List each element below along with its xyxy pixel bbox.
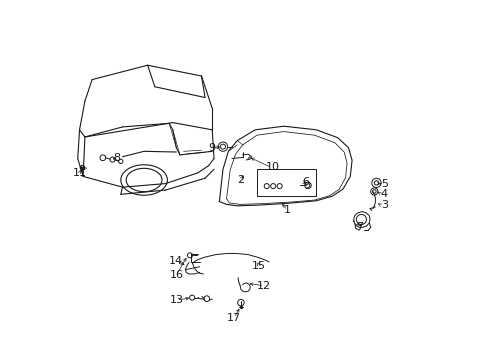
Text: 10: 10 <box>265 162 280 172</box>
Text: 11: 11 <box>72 168 86 178</box>
Text: 4: 4 <box>380 189 387 199</box>
Text: 17: 17 <box>226 313 240 323</box>
Text: 12: 12 <box>257 281 271 291</box>
Bar <box>257 169 316 196</box>
Text: 1: 1 <box>284 206 290 216</box>
Text: 9: 9 <box>208 143 215 153</box>
Text: 7: 7 <box>355 222 362 231</box>
Text: 8: 8 <box>113 153 121 163</box>
Text: 2: 2 <box>237 175 244 185</box>
Text: 14: 14 <box>169 256 183 266</box>
Text: 6: 6 <box>302 177 308 187</box>
Text: 16: 16 <box>169 270 183 280</box>
Text: 5: 5 <box>380 179 387 189</box>
Text: 13: 13 <box>169 295 183 305</box>
Text: 15: 15 <box>251 261 265 271</box>
Text: 3: 3 <box>380 200 387 210</box>
